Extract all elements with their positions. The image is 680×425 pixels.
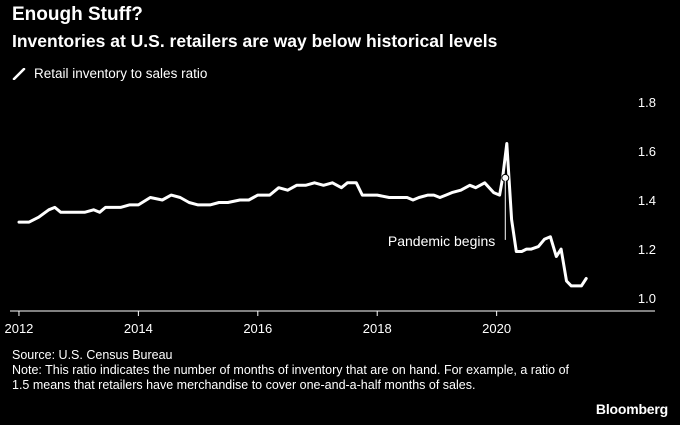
x-tick-label: 2014 bbox=[124, 321, 153, 336]
bloomberg-logo: Bloomberg bbox=[595, 401, 668, 417]
legend-line-icon bbox=[12, 67, 26, 80]
y-tick-label: 1.2 bbox=[638, 242, 656, 257]
x-tick-label: 2020 bbox=[482, 321, 511, 336]
x-tick-label: 2018 bbox=[363, 321, 392, 336]
chart-subtitle: Inventories at U.S. retailers are way be… bbox=[12, 31, 498, 51]
x-tick-label: 2016 bbox=[243, 321, 272, 336]
y-tick-label: 1.4 bbox=[638, 193, 656, 208]
footer: Source: U.S. Census Bureau Note: This ra… bbox=[12, 348, 572, 393]
annotation-label: Pandemic begins bbox=[388, 233, 495, 249]
source-text: Source: U.S. Census Bureau bbox=[12, 348, 173, 362]
y-tick-label: 1.8 bbox=[638, 95, 656, 110]
legend: Retail inventory to sales ratio bbox=[12, 66, 207, 81]
y-tick-label: 1.0 bbox=[638, 291, 656, 306]
legend-label: Retail inventory to sales ratio bbox=[34, 66, 208, 81]
chart-title: Enough Stuff? bbox=[12, 4, 143, 25]
x-tick-label: 2012 bbox=[4, 321, 33, 336]
note-text: Note: This ratio indicates the number of… bbox=[12, 363, 570, 392]
series-line bbox=[17, 142, 588, 288]
y-tick-label: 1.6 bbox=[638, 144, 656, 159]
